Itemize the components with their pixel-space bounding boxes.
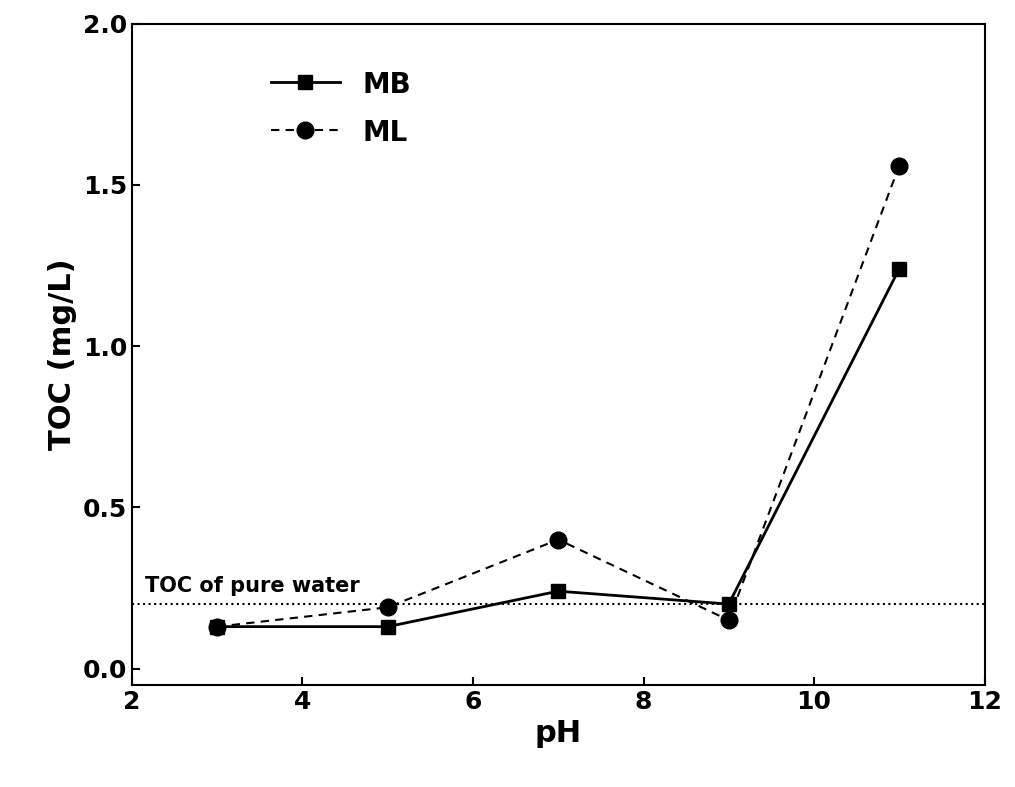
MB bbox=[382, 622, 394, 631]
ML bbox=[211, 622, 223, 631]
Line: ML: ML bbox=[209, 157, 907, 635]
MB bbox=[893, 264, 905, 273]
Line: MB: MB bbox=[210, 262, 906, 634]
ML bbox=[723, 615, 735, 625]
MB bbox=[723, 600, 735, 609]
ML bbox=[382, 603, 394, 612]
ML bbox=[552, 535, 564, 545]
ML bbox=[893, 161, 905, 170]
X-axis label: pH: pH bbox=[535, 719, 582, 748]
MB bbox=[211, 622, 223, 631]
MB bbox=[552, 586, 564, 596]
Text: TOC of pure water: TOC of pure water bbox=[145, 576, 359, 596]
Legend: MB, ML: MB, ML bbox=[257, 57, 425, 161]
Y-axis label: TOC (mg/L): TOC (mg/L) bbox=[48, 258, 77, 450]
